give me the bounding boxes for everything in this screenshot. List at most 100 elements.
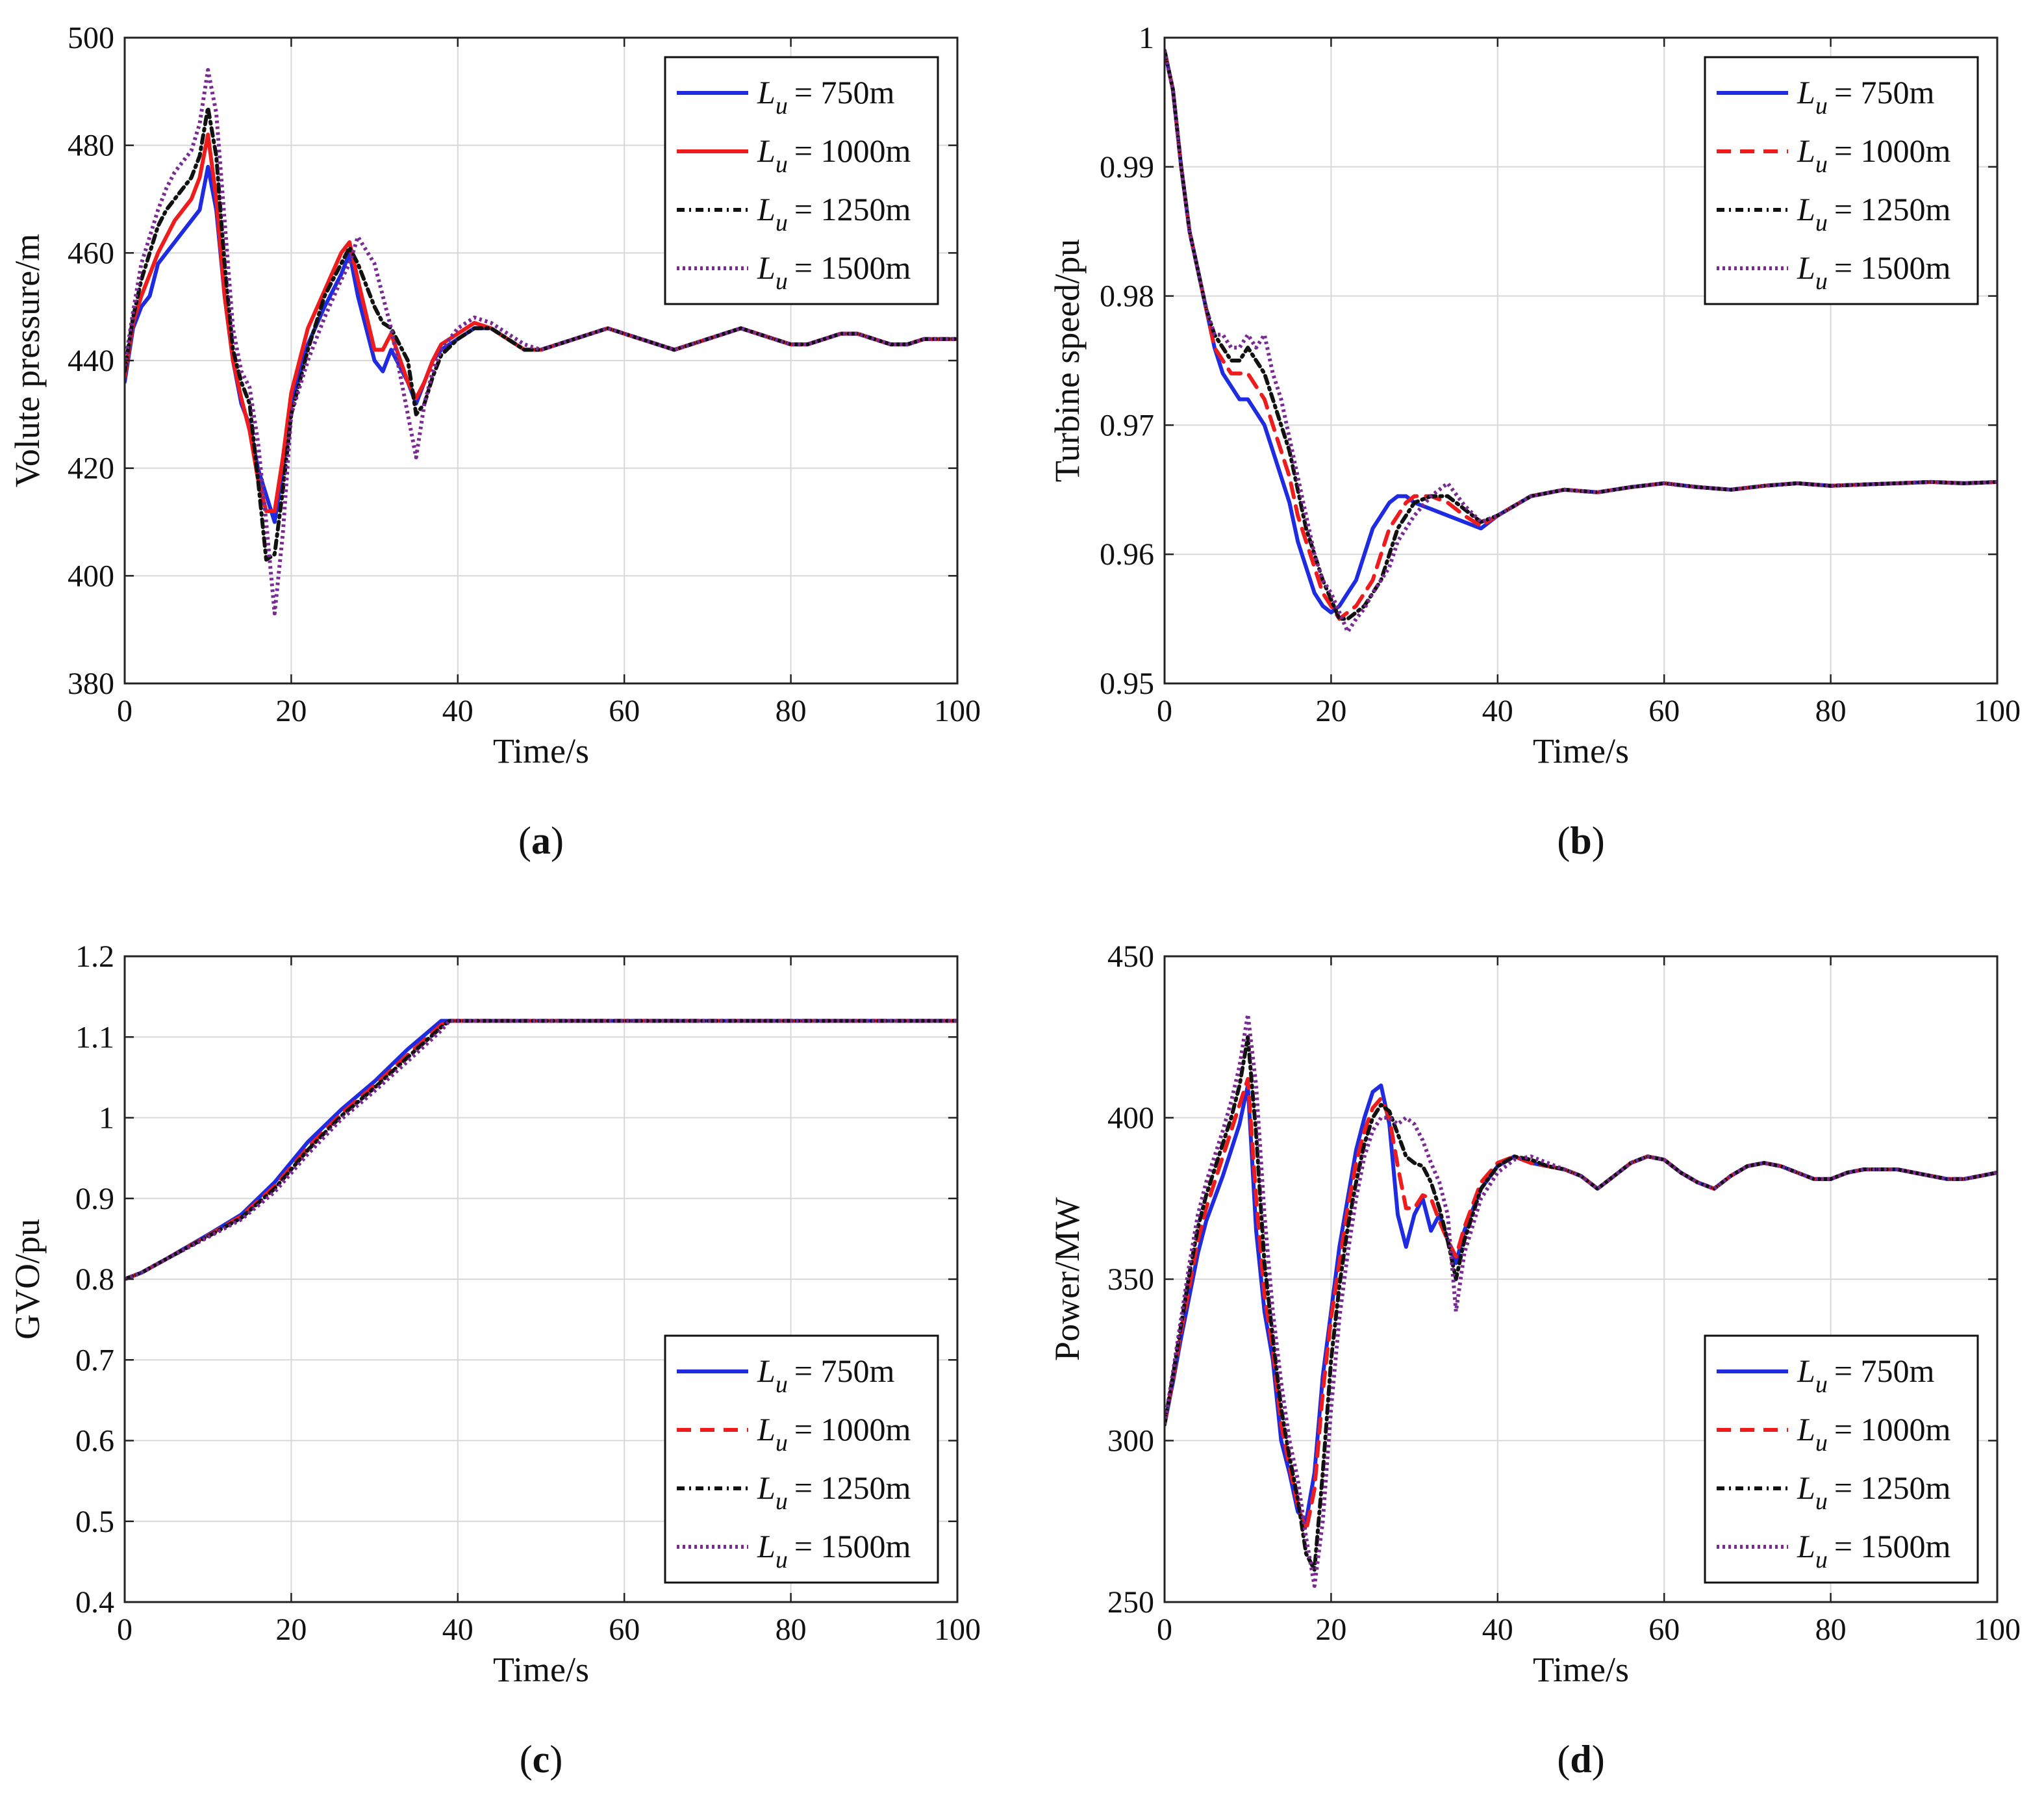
y-tick-label: 0.7 (75, 1343, 114, 1377)
x-tick-label: 20 (1315, 1612, 1346, 1647)
series-line-c-1 (125, 1019, 957, 1281)
series-line-c-3 (125, 1019, 957, 1281)
y-tick-label: 420 (68, 452, 114, 486)
y-tick-label: 0.98 (1100, 279, 1154, 314)
y-tick-label: 480 (68, 129, 114, 163)
legend-label-2: Lu = 1250m (757, 1470, 911, 1515)
x-tick-label: 0 (117, 694, 132, 728)
x-tick-label: 40 (1482, 1612, 1513, 1647)
series-line-d-2 (1165, 1035, 1997, 1572)
panel-label: (d) (1557, 1738, 1604, 1781)
legend: Lu = 750m Lu = 1000m Lu = 1250m Lu = 1500m (1704, 56, 1979, 305)
y-axis-title: Volute pressure/m (8, 234, 47, 487)
chart-panel-a: 0 20 40 60 80 100 380 400 420 440 460 480 500 Time/s V… (8, 21, 981, 862)
series-group (125, 1019, 957, 1281)
legend-label-1: Lu = 1000m (757, 133, 911, 178)
legend-label-2: Lu = 1250m (1797, 191, 1951, 236)
panel-label: (a) (518, 819, 564, 862)
y-tick-label: 0.96 (1100, 537, 1154, 572)
legend: Lu = 750m Lu = 1000m Lu = 1250m Lu = 1500m (1704, 1334, 1979, 1584)
legend-label-1: Lu = 1000m (757, 1411, 911, 1457)
y-tick-label: 500 (68, 21, 114, 55)
x-tick-label: 0 (117, 1612, 132, 1647)
legend-label-1: Lu = 1000m (1797, 1411, 1951, 1457)
legend-box (1704, 56, 1979, 305)
y-tick-label: 400 (68, 559, 114, 593)
legend-label-3: Lu = 1500m (757, 1528, 911, 1573)
chart-panel-b: 0 20 40 60 80 100 0.95 0.96 0.97 0.98 0.99 1 Time/s T… (1048, 21, 2021, 862)
x-tick-label: 20 (275, 1612, 307, 1647)
x-axis-title: Time/s (1533, 732, 1629, 770)
legend-label-3: Lu = 1500m (757, 249, 911, 295)
x-tick-label: 100 (1974, 694, 2021, 728)
x-tick-label: 40 (442, 694, 473, 728)
legend-label-3: Lu = 1500m (1797, 1528, 1951, 1573)
y-tick-label: 0.95 (1100, 667, 1154, 701)
x-tick-label: 100 (1974, 1612, 2021, 1647)
x-tick-label: 20 (275, 694, 307, 728)
y-axis-title: Turbine speed/pu (1048, 239, 1087, 483)
x-tick-label: 40 (442, 1612, 473, 1647)
legend-label-2: Lu = 1250m (1797, 1470, 1951, 1515)
x-tick-label: 60 (1648, 1612, 1680, 1647)
legend: Lu = 750m Lu = 1000m Lu = 1250m Lu = 1500m (664, 1334, 939, 1584)
series-line-b-2 (1165, 48, 1997, 621)
y-tick-label: 1.1 (75, 1020, 114, 1054)
x-tick-label: 60 (1648, 694, 1680, 728)
y-tick-label: 350 (1107, 1262, 1154, 1297)
series-group (125, 68, 957, 616)
x-axis-title: Time/s (493, 732, 589, 770)
series-line-a-3 (125, 68, 957, 616)
x-tick-label: 40 (1482, 694, 1513, 728)
panel-label: (c) (520, 1738, 563, 1781)
legend-label-3: Lu = 1500m (1797, 249, 1951, 295)
legend-box (664, 56, 939, 305)
legend-label-1: Lu = 1000m (1797, 133, 1951, 178)
x-tick-label: 0 (1157, 1612, 1172, 1647)
series-line-c-2 (125, 1019, 957, 1281)
y-tick-label: 0.8 (75, 1262, 114, 1297)
legend-label-0: Lu = 750m (757, 1353, 895, 1398)
x-axis-title: Time/s (493, 1650, 589, 1689)
y-tick-label: 0.5 (75, 1505, 114, 1539)
x-tick-label: 80 (1815, 694, 1847, 728)
x-tick-label: 100 (934, 1612, 981, 1647)
y-tick-label: 450 (1107, 939, 1154, 974)
x-tick-label: 20 (1315, 694, 1346, 728)
x-tick-label: 60 (609, 694, 640, 728)
y-tick-label: 300 (1107, 1424, 1154, 1458)
y-tick-label: 250 (1107, 1585, 1154, 1620)
x-tick-label: 60 (609, 1612, 640, 1647)
series-group (1165, 1012, 1997, 1588)
legend-box (664, 1334, 939, 1584)
y-tick-label: 0.6 (75, 1424, 114, 1458)
y-tick-label: 1 (99, 1101, 114, 1136)
y-tick-label: 0.9 (75, 1182, 114, 1216)
y-tick-label: 0.99 (1100, 150, 1154, 185)
legend-label-0: Lu = 750m (1797, 1353, 1935, 1398)
y-tick-label: 0.97 (1100, 408, 1154, 442)
y-tick-label: 440 (68, 344, 114, 378)
x-tick-label: 80 (776, 1612, 807, 1647)
chart-panel-c: 0 20 40 60 80 100 0.4 0.5 0.6 0.7 0.8 0.9 1 1.1 1.2 Tim… (8, 939, 981, 1781)
chart-panel-d: 0 20 40 60 80 100 250 300 350 400 450 Time/s Power/M… (1048, 939, 2021, 1781)
y-tick-label: 1.2 (75, 939, 114, 974)
series-line-c-0 (125, 1019, 957, 1281)
panel-label: (b) (1557, 819, 1604, 862)
x-tick-label: 0 (1157, 694, 1172, 728)
y-tick-label: 0.4 (75, 1585, 114, 1620)
y-axis-title: Power/MW (1048, 1197, 1087, 1361)
x-tick-label: 100 (934, 694, 981, 728)
series-line-a-2 (125, 105, 957, 562)
legend-label-2: Lu = 1250m (757, 191, 911, 236)
legend: Lu = 750m Lu = 1000m Lu = 1250m Lu = 1500m (664, 56, 939, 305)
y-tick-label: 1 (1139, 21, 1154, 55)
y-tick-label: 460 (68, 236, 114, 270)
x-tick-label: 80 (776, 694, 807, 728)
x-tick-label: 80 (1815, 1612, 1847, 1647)
y-axis-title: GVO/pu (8, 1219, 47, 1340)
plot-frame (1163, 36, 1999, 685)
legend-label-0: Lu = 750m (757, 74, 895, 120)
